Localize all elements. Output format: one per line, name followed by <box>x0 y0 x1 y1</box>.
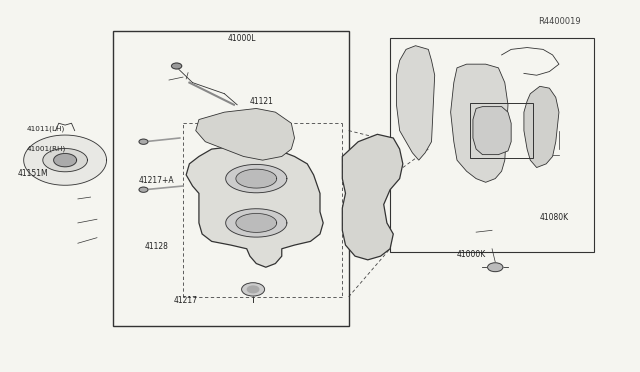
Polygon shape <box>236 169 276 188</box>
Circle shape <box>242 283 264 296</box>
Text: 41000K: 41000K <box>457 250 486 259</box>
Polygon shape <box>186 145 323 267</box>
Polygon shape <box>54 154 77 167</box>
Polygon shape <box>524 86 559 167</box>
Circle shape <box>139 139 148 144</box>
Text: R4400019: R4400019 <box>538 17 580 26</box>
Text: 41080K: 41080K <box>540 213 569 222</box>
Text: 41000A: 41000A <box>473 137 502 146</box>
Text: 41128: 41128 <box>145 243 168 251</box>
Text: 41001(RH): 41001(RH) <box>27 146 66 152</box>
Polygon shape <box>196 109 294 160</box>
Circle shape <box>247 286 259 293</box>
Text: 41217: 41217 <box>173 296 197 305</box>
Polygon shape <box>473 107 511 155</box>
Polygon shape <box>236 214 276 232</box>
Polygon shape <box>24 135 106 185</box>
Text: 41217+A: 41217+A <box>138 176 174 185</box>
Circle shape <box>488 263 503 272</box>
Text: 41121: 41121 <box>250 97 274 106</box>
Polygon shape <box>342 134 403 260</box>
Polygon shape <box>226 164 287 193</box>
Polygon shape <box>396 46 435 160</box>
Text: 41011(LH): 41011(LH) <box>27 125 65 132</box>
Text: 41000L: 41000L <box>228 34 256 43</box>
Circle shape <box>139 187 148 192</box>
Polygon shape <box>43 148 88 172</box>
Text: 41151M: 41151M <box>18 169 49 177</box>
Text: 4112L: 4112L <box>275 209 299 218</box>
Polygon shape <box>451 64 508 182</box>
Polygon shape <box>226 209 287 237</box>
Circle shape <box>172 63 182 69</box>
